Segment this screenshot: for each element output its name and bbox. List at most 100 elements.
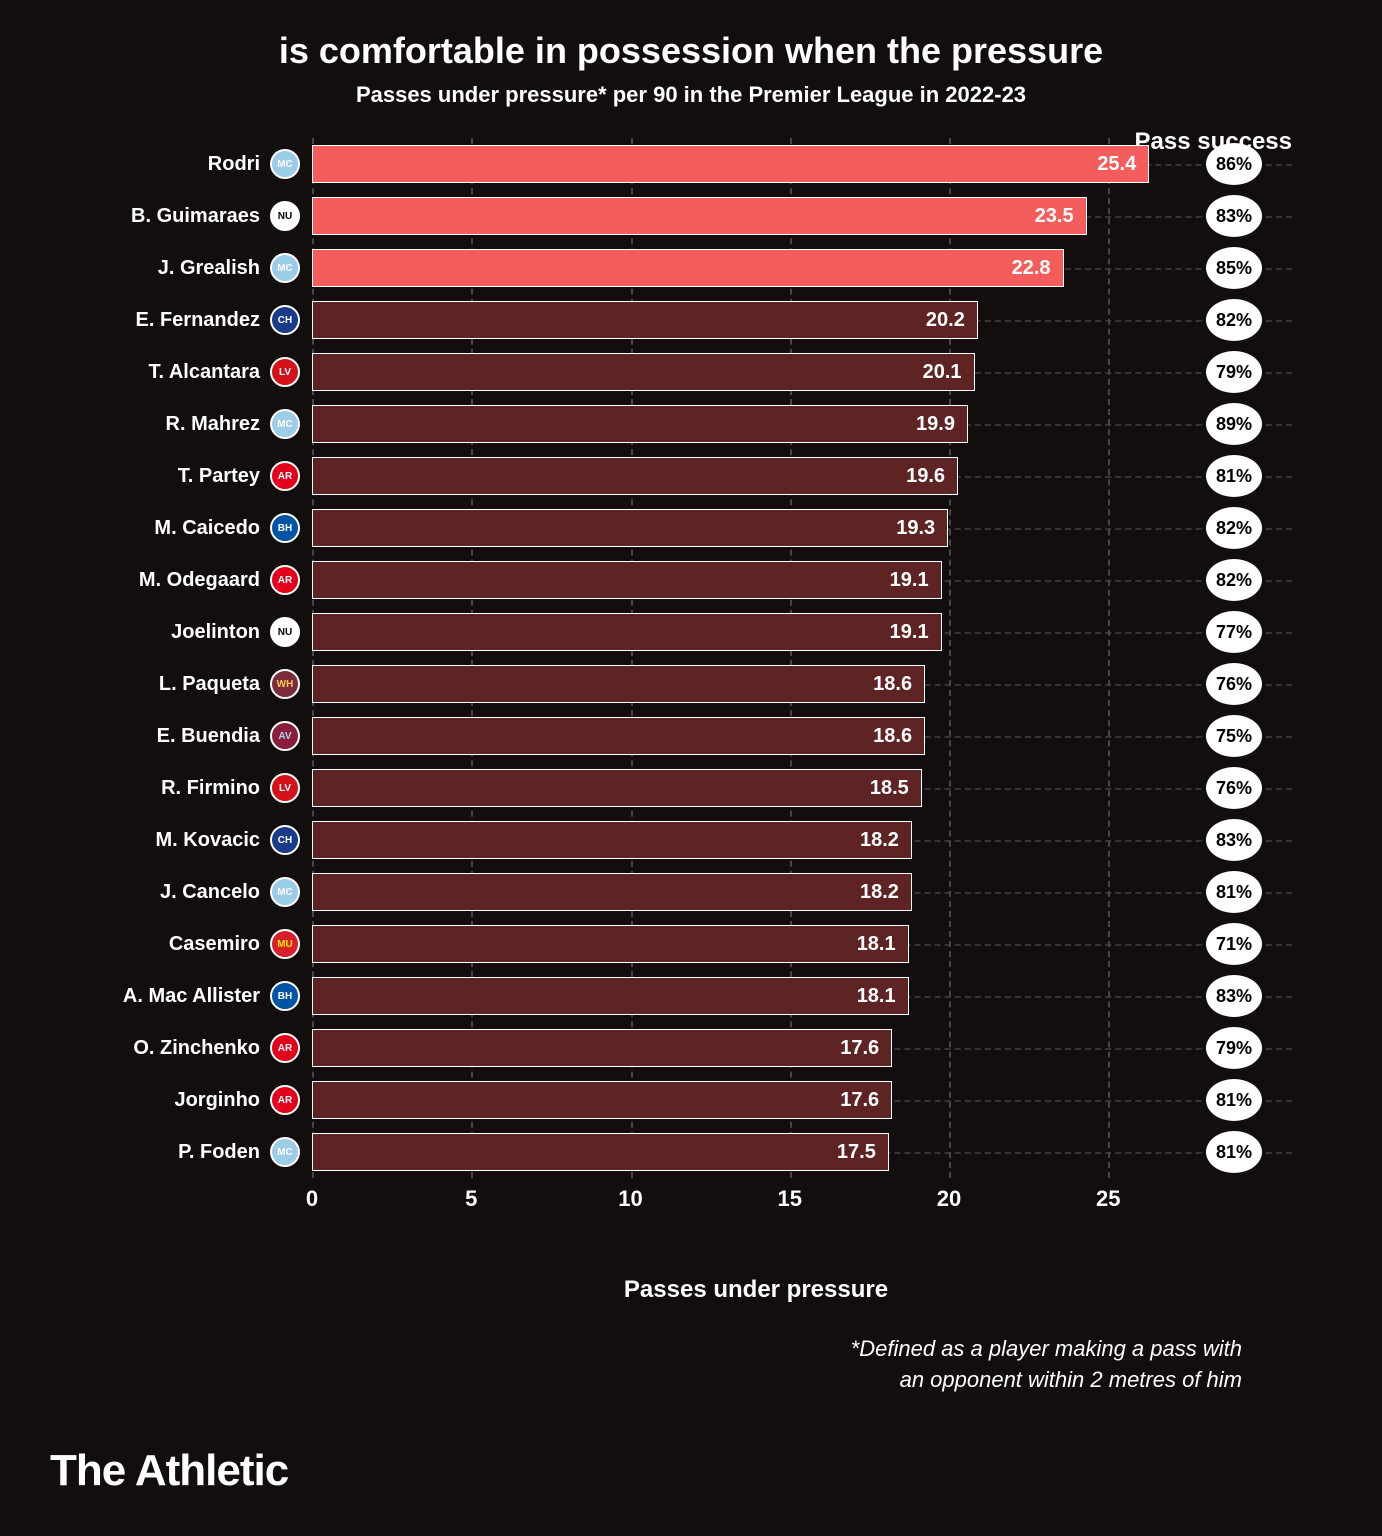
bar: 18.1 (312, 925, 909, 963)
bar-area: 19.681% (312, 450, 1322, 502)
bar-area: 17.581% (312, 1126, 1322, 1178)
bar-track: 17.5 (312, 1126, 1202, 1178)
player-name: Rodri (80, 153, 270, 176)
bar: 19.1 (312, 561, 942, 599)
bar-track: 18.6 (312, 658, 1202, 710)
bar-area: 18.6 76% (312, 658, 1322, 710)
player-name: E. Buendia (80, 725, 270, 748)
success-pill: 81% (1206, 1079, 1262, 1121)
bar-area: 19.1 82% (312, 554, 1322, 606)
success-pill: 77% (1206, 611, 1262, 653)
player-name: M. Caicedo (80, 517, 270, 540)
success-pill: 82% (1206, 559, 1262, 601)
bar-area: 22.885% (312, 242, 1322, 294)
success-pill: 81% (1206, 871, 1262, 913)
chart-title: is comfortable in possession when the pr… (60, 30, 1322, 72)
player-name: T. Partey (80, 465, 270, 488)
bar-track: 23.5 (312, 190, 1202, 242)
team-badge: CH (270, 825, 300, 855)
player-row: T. AlcantaraLV20.179% (80, 346, 1322, 398)
player-row: M. OdegaardAR19.182% (80, 554, 1322, 606)
player-row: M. KovacicCH18.283% (80, 814, 1322, 866)
success-pill: 79% (1206, 1027, 1262, 1069)
x-tick: 10 (618, 1186, 642, 1212)
bar: 23.5 (312, 197, 1087, 235)
bar: 19.9 (312, 405, 968, 443)
bar: 20.1 (312, 353, 975, 391)
bar: 18.1 (312, 977, 909, 1015)
player-name: R. Mahrez (80, 413, 270, 436)
player-row: A. Mac AllisterBH 18.183% (80, 970, 1322, 1022)
player-name: A. Mac Allister (80, 985, 270, 1008)
bar: 17.5 (312, 1133, 889, 1171)
bar-track: 17.6 (312, 1022, 1202, 1074)
team-badge: AR (270, 1085, 300, 1115)
bar: 17.6 (312, 1081, 892, 1119)
x-axis: 0510152025 (312, 1186, 1172, 1236)
team-badge: AV (270, 721, 300, 751)
player-name: B. Guimaraes (80, 205, 270, 228)
player-row: R. MahrezMC 19.9 89% (80, 398, 1322, 450)
player-row: CasemiroMU18.171% (80, 918, 1322, 970)
bar: 17.6 (312, 1029, 892, 1067)
player-row: J. GrealishMC22.885% (80, 242, 1322, 294)
player-row: JorginhoAR17.681% (80, 1074, 1322, 1126)
team-badge: MC (270, 877, 300, 907)
bar-track: 18.2 (312, 866, 1202, 918)
player-row: E. BuendiaAV 18.6 75% (80, 710, 1322, 762)
success-pill: 82% (1206, 507, 1262, 549)
footnote-line: *Defined as a player making a pass with (60, 1334, 1242, 1365)
team-badge: AR (270, 1033, 300, 1063)
x-tick: 0 (306, 1186, 318, 1212)
bar-area: 17.6 79% (312, 1022, 1322, 1074)
bar-area: 19.3 82% (312, 502, 1322, 554)
success-pill: 75% (1206, 715, 1262, 757)
bar-area: 18.183% (312, 970, 1322, 1022)
team-badge: MC (270, 149, 300, 179)
bar-area: 25.4 86% (312, 138, 1322, 190)
bar: 18.6 (312, 665, 925, 703)
brand-logo: The Athletic (50, 1446, 288, 1496)
bar: 18.2 (312, 821, 912, 859)
bar: 19.3 (312, 509, 948, 547)
team-badge: BH (270, 513, 300, 543)
player-name: Joelinton (80, 621, 270, 644)
success-pill: 89% (1206, 403, 1262, 445)
bar-area: 19.9 89% (312, 398, 1322, 450)
success-pill: 83% (1206, 819, 1262, 861)
player-row: J. CanceloMC18.281% (80, 866, 1322, 918)
player-row: O. ZinchenkoAR 17.6 79% (80, 1022, 1322, 1074)
bar-track: 19.9 (312, 398, 1202, 450)
team-badge: WH (270, 669, 300, 699)
player-name: L. Paqueta (80, 673, 270, 696)
success-pill: 86% (1206, 143, 1262, 185)
success-pill: 79% (1206, 351, 1262, 393)
bar-area: 18.576% (312, 762, 1322, 814)
team-badge: MC (270, 409, 300, 439)
bar: 18.6 (312, 717, 925, 755)
success-pill: 85% (1206, 247, 1262, 289)
success-pill: 83% (1206, 195, 1262, 237)
team-badge: NU (270, 201, 300, 231)
bar: 20.2 (312, 301, 978, 339)
team-badge: BH (270, 981, 300, 1011)
bar-track: 19.6 (312, 450, 1202, 502)
success-pill: 76% (1206, 663, 1262, 705)
bar: 25.4 (312, 145, 1149, 183)
bar-rows: RodriMC25.486%B. GuimaraesNU23.583%J. Gr… (80, 138, 1322, 1178)
bar-track: 18.1 (312, 918, 1202, 970)
team-badge: NU (270, 617, 300, 647)
bar-area: 19.177% (312, 606, 1322, 658)
chart-area: Pass success RodriMC25.486%B. GuimaraesN… (80, 138, 1322, 1304)
player-row: B. GuimaraesNU 23.5 83% (80, 190, 1322, 242)
player-name: R. Firmino (80, 777, 270, 800)
player-name: Casemiro (80, 933, 270, 956)
bar-area: 18.171% (312, 918, 1322, 970)
player-name: O. Zinchenko (80, 1037, 270, 1060)
player-row: RodriMC 25.4 86% (80, 138, 1322, 190)
bar-track: 20.1 (312, 346, 1202, 398)
bar-track: 19.3 (312, 502, 1202, 554)
bar: 19.6 (312, 457, 958, 495)
player-name: E. Fernandez (80, 309, 270, 332)
player-row: T. ParteyAR19.681% (80, 450, 1322, 502)
